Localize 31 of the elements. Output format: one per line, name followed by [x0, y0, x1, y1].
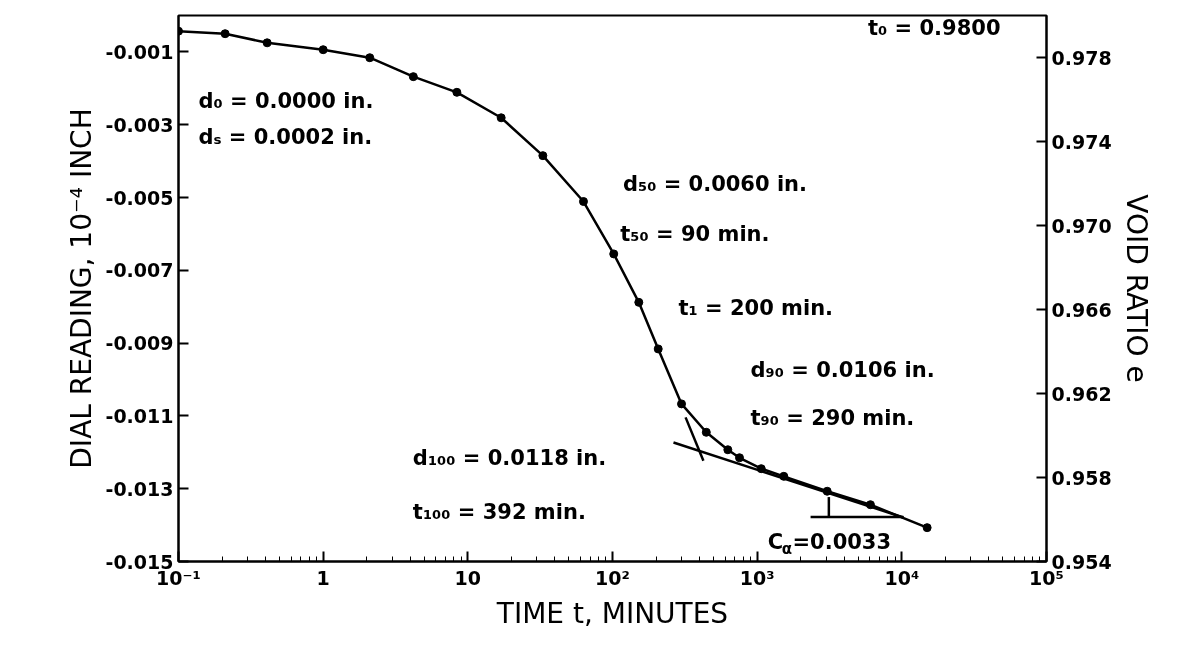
- y2-tick-label: 0.978: [1051, 46, 1112, 69]
- y2-axis-title: VOID RATIO e: [1119, 194, 1153, 383]
- annotation: t₉₀ = 290 min.: [750, 406, 915, 431]
- y-tick-label: -0.001: [105, 40, 174, 63]
- y2-tick-label: 0.970: [1051, 214, 1112, 237]
- y-tick-label: -0.003: [105, 113, 174, 136]
- y-tick-label: -0.005: [105, 186, 174, 209]
- y-tick-label: -0.007: [105, 259, 174, 282]
- y2-tick-label: 0.966: [1051, 298, 1112, 321]
- annotation: d₉₀ = 0.0106 in.: [750, 358, 935, 383]
- y-tick-label: -0.009: [105, 332, 174, 355]
- annotation: d₁₀₀ = 0.0118 in.: [412, 446, 607, 471]
- y2-tick-label: 0.962: [1051, 382, 1112, 405]
- annotation: d₀ = 0.0000 in.: [198, 88, 374, 113]
- annotation: d₅₀ = 0.0060 in.: [622, 171, 808, 196]
- y2-tick-label: 0.974: [1051, 130, 1112, 153]
- x-tick-label: 10²: [595, 566, 630, 589]
- annotation: t₀ = 0.9800: [868, 15, 1001, 40]
- annotation: t₁₀₀ = 392 min.: [412, 500, 586, 525]
- x-tick-label: 10: [454, 566, 482, 589]
- annotation: t₅₀ = 90 min.: [620, 221, 770, 246]
- annotation: t₁ = 200 min.: [678, 295, 834, 320]
- x-tick-label: 10³: [739, 566, 775, 589]
- x-tick-label: 1: [316, 566, 330, 589]
- y-axis-title: DIAL READING, 10⁻⁴ INCH: [64, 108, 98, 469]
- y2-tick-label: 0.958: [1051, 466, 1112, 489]
- x-axis-title: TIME t, MINUTES: [495, 596, 729, 630]
- x-tick-label: 10⁴: [884, 566, 920, 589]
- y-tick-label: -0.013: [105, 477, 174, 500]
- annotation: dₛ = 0.0002 in.: [198, 125, 373, 150]
- y-tick-label: -0.011: [105, 404, 174, 427]
